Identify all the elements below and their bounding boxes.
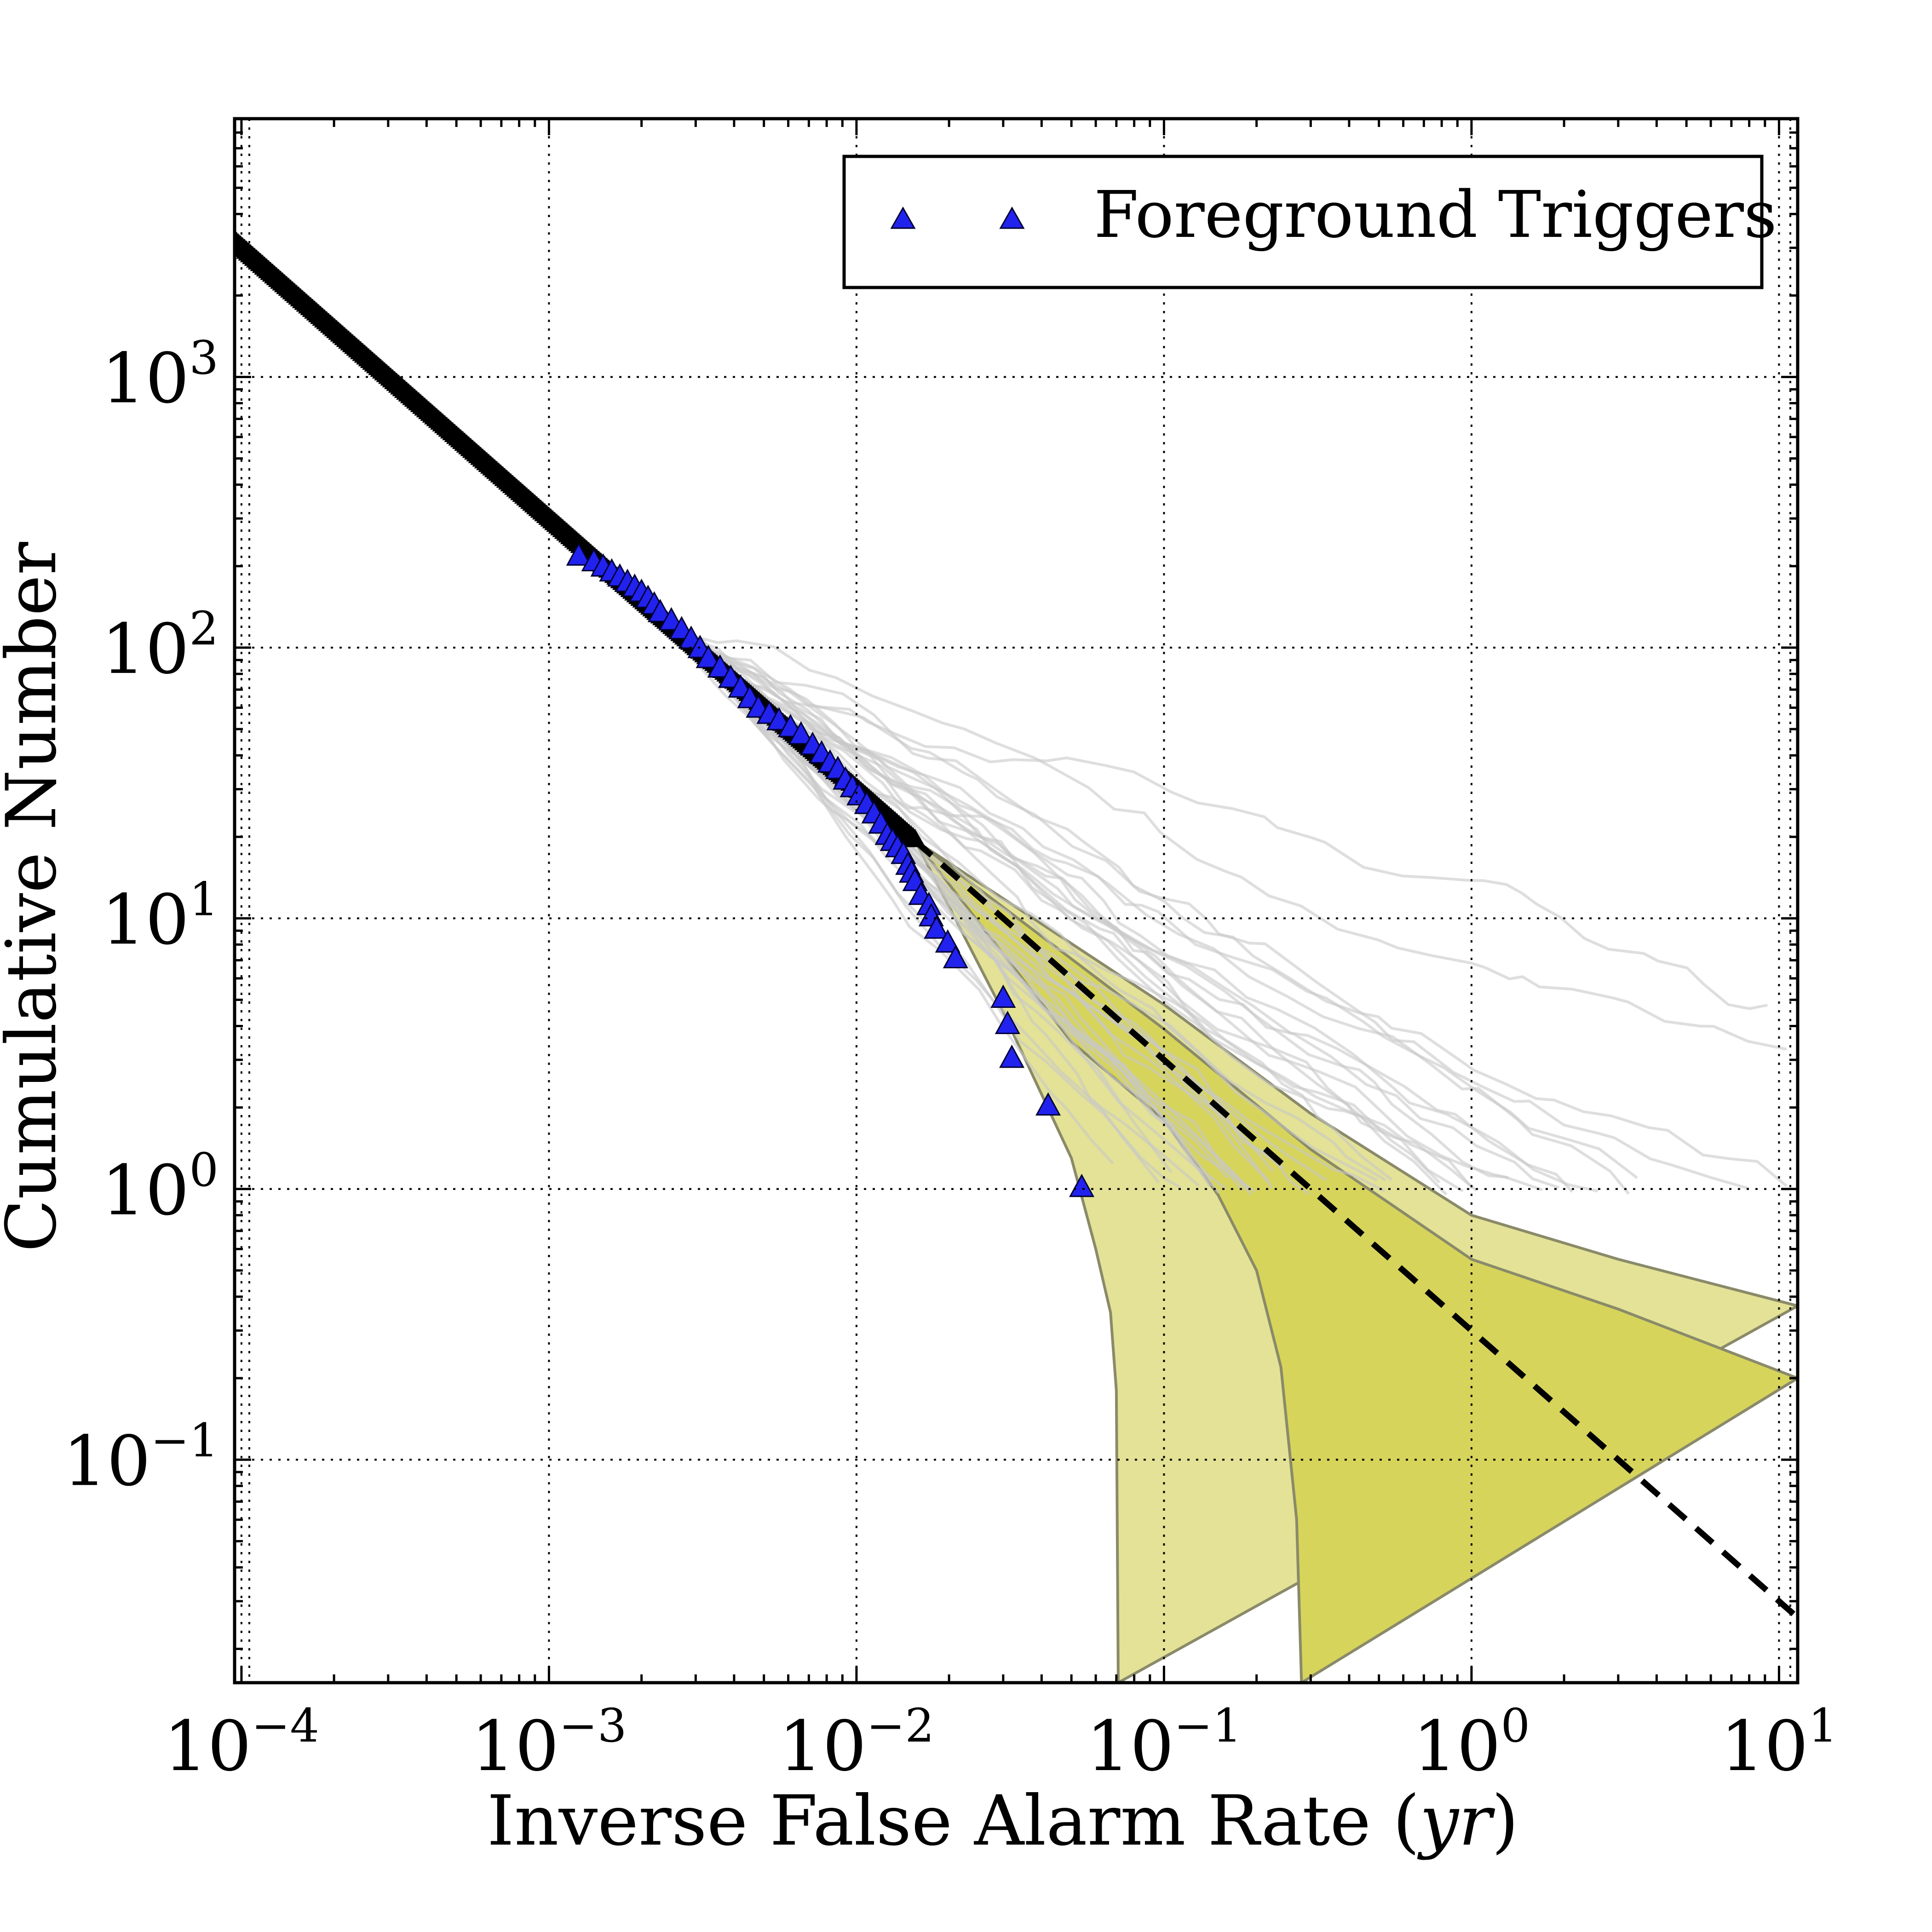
x-axis-label: Inverse False Alarm Rate (yr) xyxy=(487,1781,1519,1861)
foreground-trigger-point xyxy=(696,644,721,668)
background-trial-line xyxy=(693,645,1768,1010)
foreground-trigger-point xyxy=(566,542,592,566)
legend: Foreground Triggers xyxy=(842,155,1777,289)
expected-background-line xyxy=(913,838,1798,1620)
foreground-trigger-point xyxy=(935,929,960,953)
foreground-trigger-point xyxy=(990,984,1016,1008)
y-tick-labels: 10−1 100 101 102 103 xyxy=(63,331,218,1501)
background-trial-line xyxy=(670,625,1160,1184)
background-trial-line xyxy=(707,657,1220,1194)
background-trial-line xyxy=(715,663,1560,1189)
background-trial-line xyxy=(699,651,1114,1165)
x-tick-label: 10−3 xyxy=(471,1699,627,1787)
foreground-trigger-point xyxy=(1069,1173,1095,1197)
foreground-trigger-point xyxy=(707,654,733,678)
foreground-triggers xyxy=(566,542,1095,1197)
foreground-trigger-point xyxy=(995,1011,1020,1035)
background-trial-line xyxy=(688,640,1509,1179)
foreground-trigger-point xyxy=(788,721,814,745)
legend-marker-triangle-1 xyxy=(890,206,916,229)
grid xyxy=(235,119,1798,1683)
y-tick-label: 100 xyxy=(102,1143,219,1231)
y-tick-label: 101 xyxy=(102,872,219,960)
background-trial-line xyxy=(704,651,1749,1190)
x-tick-label: 10−4 xyxy=(164,1699,319,1787)
x-tick-labels: 10−4 10−3 10−2 10−1 100 101 xyxy=(164,1699,1838,1787)
y-tick-label: 10−1 xyxy=(63,1414,218,1501)
x-tick-label: 10−2 xyxy=(779,1699,934,1787)
background-trial-lines xyxy=(670,625,1788,1196)
foreground-trigger-point xyxy=(999,1044,1025,1068)
legend-label-foreground-triggers: Foreground Triggers xyxy=(1094,178,1777,253)
axes-frame xyxy=(233,117,1800,1685)
foreground-trigger-point xyxy=(647,598,673,622)
legend-box xyxy=(842,155,1764,289)
background-trial-line xyxy=(701,650,1788,1187)
tick-marks xyxy=(235,117,1798,1683)
background-trial-line xyxy=(708,659,1256,1193)
y-tick-label: 102 xyxy=(102,602,219,690)
background-trial-line xyxy=(676,631,1393,1181)
background-trial-line xyxy=(685,638,1598,1193)
foreground-trigger-point xyxy=(924,915,949,939)
foreground-trigger-point xyxy=(1035,1092,1061,1116)
background-trial-line xyxy=(678,631,1787,1051)
background-trial-line xyxy=(687,639,1448,1196)
background-trial-line xyxy=(715,664,1173,1173)
plot-area xyxy=(235,230,1798,1683)
background-trial-line xyxy=(673,627,1574,1193)
x-tick-label: 10−1 xyxy=(1086,1699,1242,1787)
x-tick-label: 101 xyxy=(1720,1699,1838,1787)
y-axis-label: Cumulative Number xyxy=(0,542,72,1252)
y-tick-label: 103 xyxy=(102,331,219,419)
background-trial-line xyxy=(705,655,1378,1182)
foreground-trigger-point xyxy=(943,945,968,968)
legend-marker-triangle-2 xyxy=(999,206,1025,229)
background-marker xyxy=(904,828,926,847)
x-tick-label: 100 xyxy=(1413,1699,1530,1787)
background-trial-line xyxy=(674,628,1441,1184)
